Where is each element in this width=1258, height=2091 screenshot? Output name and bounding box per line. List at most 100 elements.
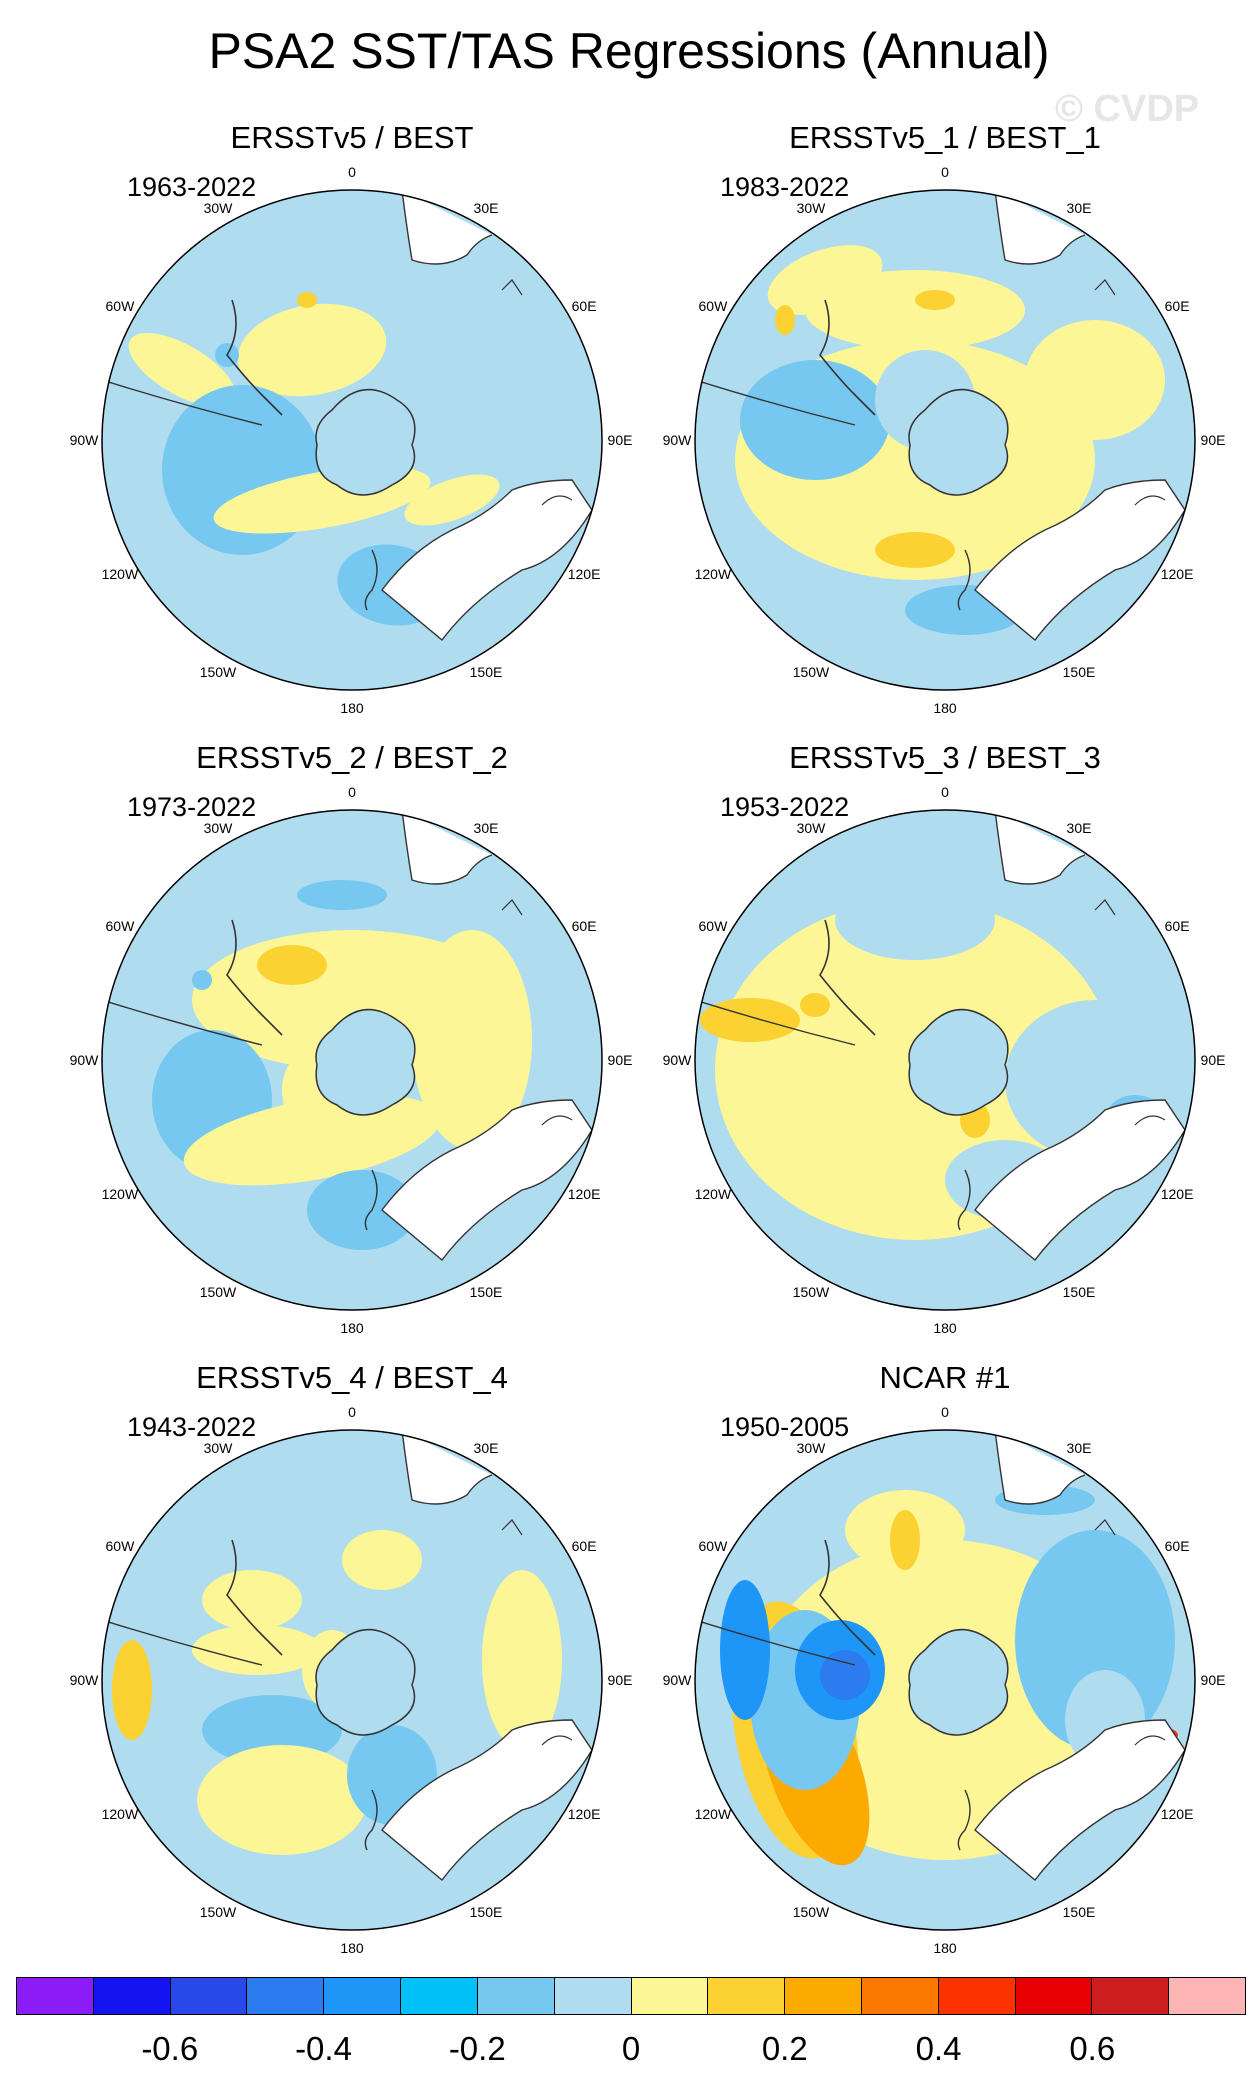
lon-label-s120w: 120W [102,1806,139,1822]
lon-label-n60w: 60W [106,298,136,314]
lon-label-top: 0 [348,1404,356,1420]
lon-label-top: 0 [348,784,356,800]
lon-label-n60e: 60E [1165,1538,1190,1554]
colorbar-labels: -0.6 -0.4 -0.2 0 0.2 0.4 0.6 [0,2030,1258,2080]
figure-title: PSA2 SST/TAS Regressions (Annual) [208,23,1050,79]
lon-label-s120e: 120E [568,566,601,582]
lon-label-n60e: 60E [1165,298,1190,314]
colorbar-segment [477,1978,555,2014]
lon-label-n30w: 30W [797,820,827,836]
lon-label-top: 0 [941,784,949,800]
lon-label-n30w: 30W [204,820,234,836]
lon-label-n60w: 60W [699,298,729,314]
lon-label-e90: 90E [1201,1052,1226,1068]
colorbar-segment [1015,1978,1093,2014]
lon-label-n30w: 30W [797,200,827,216]
polar-map: 0 30E 60E 90E 120E 150E 180 150W 120W 90W 60W 30W [663,164,1226,716]
panel-title: ERSSTv5_2 / BEST_2 [196,740,508,775]
lon-label-bottom: 180 [340,1940,364,1956]
lon-label-s150w: 150W [200,1904,237,1920]
lon-label-s150w: 150W [200,664,237,680]
lon-label-n60w: 60W [106,1538,136,1554]
colorbar-segment [93,1978,171,2014]
colorbar-segment [631,1978,709,2014]
polar-map: 0 30E 60E 90E 120E 150E 180 150W 120W 90W 60W 30W [663,784,1226,1336]
lon-label-s120w: 120W [695,566,732,582]
map-panel: NCAR #1 0 30E 60E 90E 120E 150E 180 150W 120W 90W… [645,1360,1258,1980]
colorbar [16,1977,1246,2015]
panel-title: NCAR #1 [879,1360,1011,1395]
colorbar-segment [170,1978,248,2014]
polar-map: 0 30E 60E 90E 120E 150E 180 150W 120W 90W 60W 30W [663,1404,1226,1956]
lon-label-n30e: 30E [1067,200,1092,216]
colorbar-label: -0.4 [295,2030,352,2067]
lon-label-n30w: 30W [204,1440,234,1456]
colorbar-segment [785,1978,862,2014]
lon-label-e90: 90E [608,432,633,448]
panel-title: ERSSTv5_3 / BEST_3 [789,740,1101,775]
colorbar-segment [708,1978,786,2014]
lon-label-top: 0 [348,164,356,180]
panel-years: 1983-2022 [720,172,850,202]
lon-label-e90: 90E [1201,1672,1226,1688]
colorbar-segment [1169,1978,1245,2014]
lon-label-e90: 90E [608,1052,633,1068]
colorbar-segment [247,1978,325,2014]
lon-label-n30e: 30E [1067,820,1092,836]
lon-label-bottom: 180 [933,1940,957,1956]
lon-label-bottom: 180 [340,1320,364,1336]
colorbar-label: -0.6 [141,2030,199,2067]
watermark: © CVDP [1055,88,1200,130]
lon-label-s120e: 120E [1161,566,1194,582]
colorbar-segment [938,1978,1016,2014]
colorbar-label: -0.2 [448,2030,506,2067]
lon-label-s150w: 150W [793,1904,830,1920]
lon-label-n60e: 60E [1165,918,1190,934]
lon-label-s150e: 150E [470,664,503,680]
panel-years: 1953-2022 [720,792,850,822]
lon-label-s150w: 150W [200,1284,237,1300]
lon-label-w90: 90W [70,1672,100,1688]
map-panel: ERSSTv5 / BEST 0 30E 60E 90E 120E 150E 180 150W… [52,120,672,740]
map-panel: ERSSTv5_3 / BEST_3 0 30E 60E 90E 120E 150E 180… [645,740,1258,1360]
lon-label-top: 0 [941,1404,949,1420]
lon-label-n30e: 30E [474,820,499,836]
colorbar-segment [324,1978,402,2014]
map-panel: ERSSTv5_2 / BEST_2 0 30E 60E 90E 120E 150E 180… [52,740,672,1360]
polar-map: 0 30E 60E 90E 120E 150E 180 150W 120W 90W 60W 30W [70,784,633,1336]
polar-map: 0 30E 60E 90E 120E 150E 180 150W 120W 90W 60W 30W [70,164,633,716]
lon-label-s150e: 150E [1063,1904,1096,1920]
lon-label-s120w: 120W [695,1806,732,1822]
lon-label-w90: 90W [70,432,100,448]
lon-label-s120e: 120E [1161,1186,1194,1202]
lon-label-n60e: 60E [572,298,597,314]
lon-label-w90: 90W [663,1672,693,1688]
lon-label-bottom: 180 [933,700,957,716]
lon-label-n30w: 30W [797,1440,827,1456]
colorbar-label: 0.4 [915,2030,962,2067]
colorbar-label: 0.6 [1069,2030,1116,2067]
lon-label-s120w: 120W [695,1186,732,1202]
lon-label-s120w: 120W [102,566,139,582]
colorbar-label: 0.2 [761,2030,808,2067]
lon-label-s120w: 120W [102,1186,139,1202]
lon-label-w90: 90W [663,432,693,448]
lon-label-w90: 90W [663,1052,693,1068]
lon-label-s120e: 120E [568,1806,601,1822]
lon-label-s120e: 120E [568,1186,601,1202]
colorbar-segment [1092,1978,1170,2014]
lon-label-s120e: 120E [1161,1806,1194,1822]
lon-label-s150e: 150E [470,1904,503,1920]
colorbar-segment [401,1978,478,2014]
lon-label-s150e: 150E [1063,664,1096,680]
colorbar-label: 0 [621,2030,641,2067]
lon-label-bottom: 180 [933,1320,957,1336]
panel-years: 1973-2022 [127,792,257,822]
lon-label-e90: 90E [1201,432,1226,448]
lon-label-s150e: 150E [470,1284,503,1300]
lon-label-w90: 90W [70,1052,100,1068]
colorbar-segment [554,1978,632,2014]
lon-label-n60w: 60W [699,918,729,934]
panel-title: ERSSTv5_4 / BEST_4 [196,1360,508,1395]
map-panel: ERSSTv5_1 / BEST_1 0 30E 60E 90E 120E 150E 180… [645,120,1258,740]
